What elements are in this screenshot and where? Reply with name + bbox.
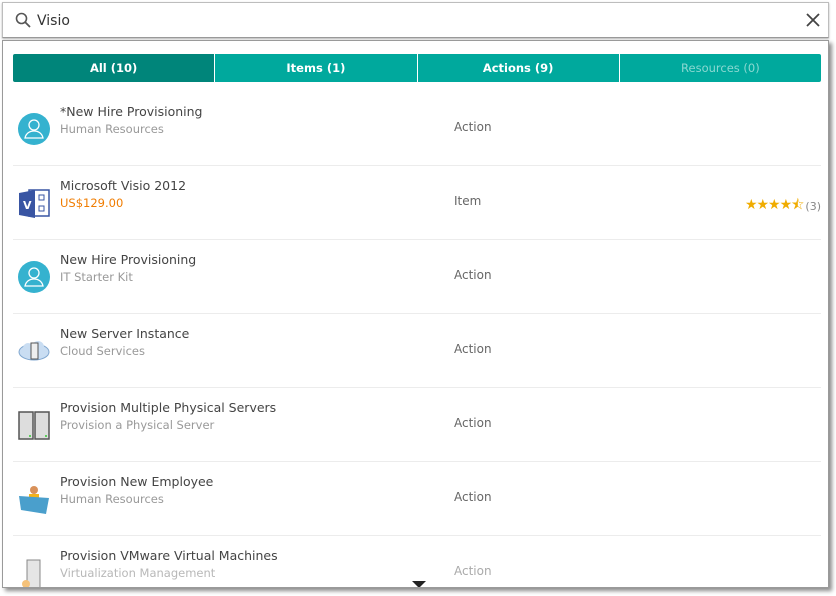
search-input[interactable] xyxy=(37,9,797,33)
filter-tabs: All (10) Items (1) Actions (9) Resources… xyxy=(13,54,821,82)
result-price: US$129.00 xyxy=(60,196,124,210)
cloud-server-icon xyxy=(18,341,50,361)
results-panel: All (10) Items (1) Actions (9) Resources… xyxy=(2,40,829,588)
result-row[interactable]: Provision New Employee Human Resources A… xyxy=(13,462,821,536)
result-type: Action xyxy=(454,416,492,430)
servers-icon xyxy=(18,411,50,440)
result-title: *New Hire Provisioning xyxy=(60,104,203,119)
result-title: Provision Multiple Physical Servers xyxy=(60,400,277,415)
result-subtitle: Provision a Physical Server xyxy=(60,418,215,432)
result-title: Provision VMware Virtual Machines xyxy=(60,548,278,563)
result-subtitle: Virtualization Management xyxy=(60,566,216,580)
result-subtitle: Cloud Services xyxy=(60,344,145,358)
result-row[interactable]: V Microsoft Visio 2012 US$129.00 Item ★★… xyxy=(13,166,821,240)
result-title: Provision New Employee xyxy=(60,474,214,489)
result-row[interactable]: *New Hire Provisioning Human Resources A… xyxy=(13,92,821,166)
star-rating-icon: ★★★★⯪ xyxy=(744,197,804,213)
tab-all[interactable]: All (10) xyxy=(13,54,215,82)
search-icon xyxy=(15,12,31,28)
user-circle-icon xyxy=(18,261,50,293)
result-subtitle: Human Resources xyxy=(60,492,164,506)
result-type: Action xyxy=(454,120,492,134)
employee-folder-icon xyxy=(19,486,49,514)
result-subtitle: IT Starter Kit xyxy=(60,270,133,284)
result-title: New Hire Provisioning xyxy=(60,252,197,267)
result-subtitle: Human Resources xyxy=(60,122,164,136)
result-type: Action xyxy=(454,564,492,578)
search-bar xyxy=(2,2,829,38)
result-type: Item xyxy=(454,194,482,208)
rating: ★★★★⯪ (3) xyxy=(745,194,821,218)
vm-server-icon xyxy=(22,559,41,587)
result-type: Action xyxy=(454,342,492,356)
result-row[interactable]: Provision VMware Virtual Machines Virtua… xyxy=(13,536,821,587)
result-row[interactable]: Provision Multiple Physical Servers Prov… xyxy=(13,388,821,462)
result-type: Action xyxy=(454,268,492,282)
scroll-down-arrow-icon[interactable] xyxy=(412,581,426,587)
rating-count: (3) xyxy=(805,199,821,213)
result-title: New Server Instance xyxy=(60,326,190,341)
result-row[interactable]: New Server Instance Cloud Services Actio… xyxy=(13,314,821,388)
visio-icon: V xyxy=(19,189,50,218)
user-circle-icon xyxy=(18,113,50,145)
result-row[interactable]: New Hire Provisioning IT Starter Kit Act… xyxy=(13,240,821,314)
result-title: Microsoft Visio 2012 xyxy=(60,178,187,193)
tab-items[interactable]: Items (1) xyxy=(214,54,417,82)
tab-actions[interactable]: Actions (9) xyxy=(416,54,619,82)
result-type: Action xyxy=(454,490,492,504)
tab-resources[interactable]: Resources (0) xyxy=(618,54,821,82)
svg-text:V: V xyxy=(23,199,32,212)
close-icon[interactable] xyxy=(804,11,822,29)
